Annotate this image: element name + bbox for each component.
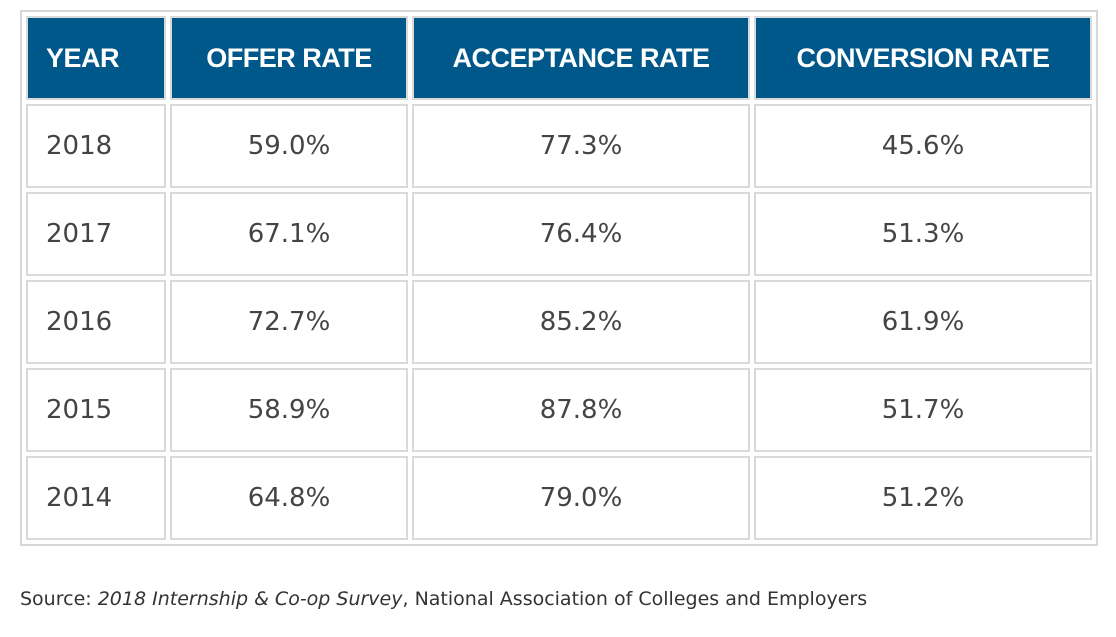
data-table: YEAR OFFER RATE ACCEPTANCE RATE CONVERSION … [20, 10, 1098, 546]
rate-cell: 51.2% [754, 456, 1092, 540]
source-rest: , National Association of Colleges and E… [402, 588, 868, 610]
table-wrapper: YEAR OFFER RATE ACCEPTANCE RATE CONVERSION … [20, 10, 1098, 546]
header-cell: ACCEPTANCE RATE [412, 16, 750, 100]
rate-cell: 58.9% [170, 368, 408, 452]
rate-cell: 51.3% [754, 192, 1092, 276]
header-cell: OFFER RATE [170, 16, 408, 100]
rate-cell: 77.3% [412, 104, 750, 188]
header-cell: YEAR [26, 16, 166, 100]
rate-cell: 85.2% [412, 280, 750, 364]
rate-cell: 76.4% [412, 192, 750, 276]
table-row: 2014 64.8% 79.0% 51.2% [26, 456, 1092, 540]
table-body: 2018 59.0% 77.3% 45.6% 2017 67.1% 76.4% 51.3% 20… [26, 104, 1092, 540]
year-cell: 2018 [26, 104, 166, 188]
table-row: 2018 59.0% 77.3% 45.6% [26, 104, 1092, 188]
year-cell: 2017 [26, 192, 166, 276]
table-row: 2015 58.9% 87.8% 51.7% [26, 368, 1092, 452]
rate-cell: 72.7% [170, 280, 408, 364]
rate-cell: 64.8% [170, 456, 408, 540]
table-row: 2016 72.7% 85.2% 61.9% [26, 280, 1092, 364]
header-row: YEAR OFFER RATE ACCEPTANCE RATE CONVERSION … [26, 16, 1092, 100]
year-cell: 2015 [26, 368, 166, 452]
source-title: 2018 Internship & Co-op Survey [97, 588, 403, 610]
rate-cell: 59.0% [170, 104, 408, 188]
year-cell: 2014 [26, 456, 166, 540]
rate-cell: 79.0% [412, 456, 750, 540]
rate-cell: 45.6% [754, 104, 1092, 188]
source-label: Source: [20, 588, 92, 610]
rate-cell: 87.8% [412, 368, 750, 452]
table-row: 2017 67.1% 76.4% 51.3% [26, 192, 1092, 276]
source-note: Source: 2018 Internship & Co-op Survey, … [20, 588, 867, 610]
rate-cell: 61.9% [754, 280, 1092, 364]
year-cell: 2016 [26, 280, 166, 364]
header-cell: CONVERSION RATE [754, 16, 1092, 100]
rate-cell: 51.7% [754, 368, 1092, 452]
rate-cell: 67.1% [170, 192, 408, 276]
